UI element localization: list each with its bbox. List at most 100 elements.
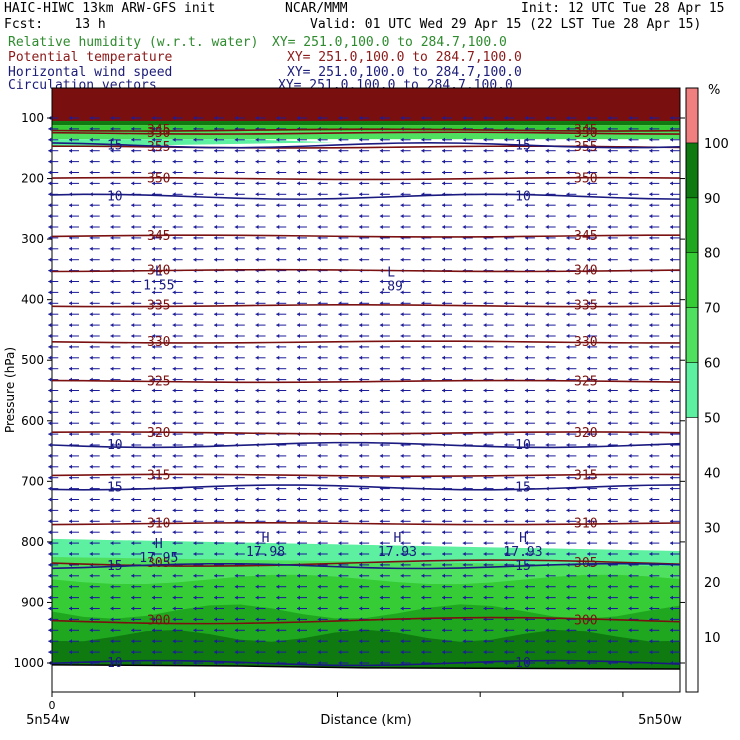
wind-vector [255, 475, 266, 480]
wind-vector-head [587, 334, 591, 338]
wind-vector-head [483, 639, 487, 644]
wind-vector [566, 159, 577, 164]
wind-vector [89, 628, 100, 633]
wind-vector-head [421, 170, 425, 175]
wind-vector [276, 639, 287, 644]
wind-vector-head [89, 508, 93, 513]
wind-vector [110, 475, 121, 480]
wind-vector [317, 595, 328, 600]
wind-vector [151, 159, 162, 164]
wind-vector-head [483, 628, 487, 633]
wind-vector-head [524, 453, 528, 458]
wind-vector-head [276, 497, 280, 502]
wind-vector-head [545, 530, 549, 535]
wind-vector-head [317, 399, 321, 404]
wind-vector [587, 497, 598, 502]
wind-vector-head [131, 388, 135, 393]
wind-vector-head [379, 192, 383, 197]
wind-vector-head [338, 552, 342, 556]
wind-vector-head [255, 541, 259, 546]
wind-vector-head [151, 203, 155, 208]
wind-vector [255, 421, 266, 426]
wind-vector-head [545, 246, 549, 251]
wind-vector [359, 246, 370, 251]
wind-vector-head [338, 290, 342, 295]
wind-vector [131, 137, 142, 142]
wind-vector-head [89, 606, 93, 611]
wind-vector [48, 617, 59, 622]
wind-vector [628, 464, 639, 469]
wind-vector [48, 225, 59, 229]
wind-vector-head [524, 203, 528, 208]
wind-vector [649, 148, 660, 153]
wind-vector-head [255, 464, 259, 469]
wind-vector [214, 301, 225, 306]
wind-vector [379, 214, 390, 219]
wind-vector-head [193, 552, 197, 556]
wind-vector [69, 410, 80, 415]
wind-vector-head [317, 617, 321, 622]
wind-vector [379, 312, 390, 317]
wind-vector [649, 323, 660, 328]
wind-vector [400, 203, 411, 208]
wind-vector-head [587, 170, 591, 175]
wind-vector [524, 595, 535, 600]
wind-vector [234, 257, 245, 262]
wind-vector-head [234, 552, 238, 556]
wind-vector-head [628, 639, 632, 644]
theta-contour-label: 315 [147, 468, 170, 483]
wind-vector [400, 323, 411, 328]
wind-vector [587, 257, 598, 262]
wind-vector-head [462, 464, 466, 469]
wind-vector-head [172, 421, 176, 426]
wind-vector [296, 377, 307, 382]
wind-vector-head [214, 464, 218, 469]
wind-vector-head [255, 279, 259, 284]
wind-vector-head [545, 421, 549, 426]
wind-vector [193, 639, 204, 644]
wind-vector-head [338, 159, 342, 164]
wind-vector [338, 334, 349, 338]
wind-vector [670, 650, 680, 655]
wind-vector-head [214, 366, 218, 371]
wind-vector [379, 410, 390, 415]
wind-vector [442, 312, 453, 317]
wind-vector-head [504, 246, 508, 251]
wind-vector [214, 530, 225, 535]
wind-vector [359, 203, 370, 208]
wind-vector [670, 235, 680, 240]
wind-vector [421, 388, 432, 393]
wind-vector-head [649, 214, 653, 219]
wind-vector [483, 246, 494, 251]
wind-contour-label: 10 [107, 438, 123, 453]
wind-vector [48, 562, 59, 567]
wind-vector [587, 443, 598, 447]
wind-vector [48, 323, 59, 328]
wind-vector [524, 137, 535, 142]
wind-vector-head [48, 323, 52, 328]
wind-vector [545, 148, 556, 153]
wind-vector-head [276, 595, 280, 600]
wind-vector [566, 606, 577, 611]
wind-vector-head [566, 279, 570, 284]
wind-vector [587, 639, 598, 644]
wind-vector [48, 268, 59, 273]
wind-vector-head [524, 584, 528, 589]
wind-vector-head [69, 432, 73, 437]
wind-vector [234, 530, 245, 535]
wind-vector-head [421, 366, 425, 371]
wind-vector [607, 519, 618, 524]
wind-vector [89, 541, 100, 546]
wind-vector [504, 464, 515, 469]
wind-vector [338, 192, 349, 197]
wind-vector-head [89, 312, 93, 317]
wind-vector-head [214, 323, 218, 328]
wind-vector-head [193, 159, 197, 164]
wind-vector-head [214, 595, 218, 600]
wind-vector-head [193, 508, 197, 513]
wind-vector [359, 279, 370, 284]
wind-vector [296, 323, 307, 328]
wind-vector [483, 552, 494, 556]
wind-vector-head [359, 344, 363, 349]
wind-vector [193, 410, 204, 415]
